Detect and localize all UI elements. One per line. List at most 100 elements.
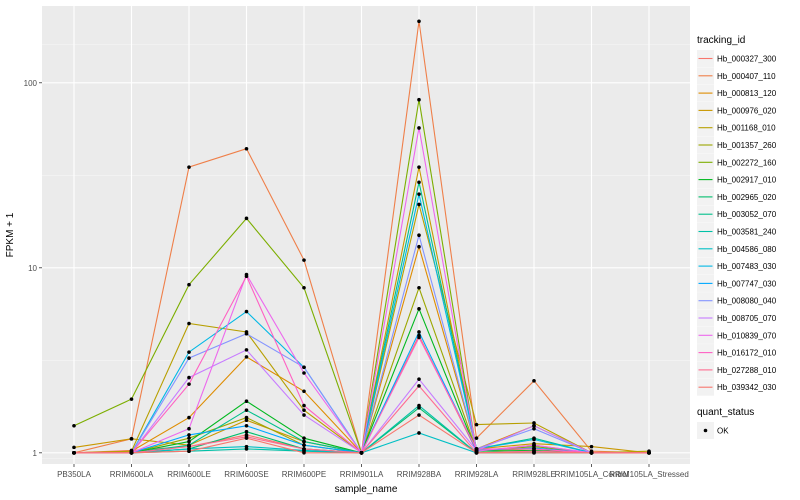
data-point	[302, 285, 306, 290]
legend-label: Hb_010839_070	[717, 331, 777, 340]
x-tick-label: RRIM600PE	[282, 470, 326, 479]
data-point	[417, 330, 421, 334]
data-point	[244, 216, 249, 221]
data-point	[474, 447, 479, 451]
data-point	[129, 397, 134, 401]
legend-label: Hb_001168_010	[717, 124, 776, 133]
data-point	[244, 146, 249, 151]
x-tick-label: RRIM600LE	[167, 470, 211, 479]
data-point	[302, 447, 306, 451]
data-point	[72, 451, 76, 455]
data-point	[187, 350, 191, 354]
data-point	[302, 403, 306, 408]
legend-label: Hb_000407_110	[717, 72, 776, 81]
data-point	[302, 413, 306, 417]
legend-items: Hb_000327_300 Hb_000407_110 Hb_000813_120 H…	[697, 50, 777, 396]
data-point	[187, 375, 191, 380]
data-point	[532, 423, 536, 428]
x-tick-label: RRIM105LA_Control	[555, 470, 629, 479]
legend: tracking_id Hb_000327_300Hb_000407_110Hb…	[697, 35, 777, 439]
data-point	[302, 443, 306, 447]
legend-label: Hb_039342_030	[717, 383, 777, 392]
plot-panel	[42, 6, 690, 464]
y-tick-label: 10	[28, 264, 37, 273]
data-point	[417, 126, 421, 130]
legend-label: Hb_000976_020	[717, 106, 777, 115]
x-tick-label: RRIM600LA	[110, 470, 154, 479]
data-point	[302, 408, 306, 412]
data-point	[302, 258, 306, 262]
data-point	[187, 439, 191, 444]
data-point	[244, 399, 249, 404]
data-point	[647, 451, 651, 455]
quant-status-title: quant_status	[697, 407, 754, 418]
data-point	[417, 180, 421, 185]
data-point	[187, 356, 191, 360]
data-point	[417, 403, 421, 408]
x-tick-label: RRIM105LA_Stressed	[609, 470, 689, 479]
data-point	[244, 415, 249, 420]
data-point	[532, 426, 536, 431]
data-point	[187, 444, 191, 449]
y-tick-label: 1	[33, 449, 38, 458]
data-point	[187, 449, 191, 454]
data-point	[302, 371, 306, 375]
data-point	[532, 437, 536, 442]
data-point	[302, 365, 306, 370]
data-point	[417, 285, 421, 290]
data-point	[129, 437, 134, 441]
data-point	[417, 377, 421, 381]
data-point	[187, 321, 191, 326]
data-point	[474, 436, 479, 440]
x-axis-title: sample_name	[335, 484, 398, 495]
x-tick-label: PB350LA	[57, 470, 91, 479]
legend-label: Hb_008080_040	[717, 297, 777, 306]
y-tick-label: 100	[24, 79, 38, 88]
data-point	[589, 444, 594, 449]
data-point	[302, 439, 306, 444]
data-point	[187, 433, 191, 437]
data-point	[244, 274, 249, 279]
data-point	[417, 165, 421, 169]
data-point	[417, 384, 421, 388]
legend-label: Hb_002965_020	[717, 193, 777, 202]
legend-label: Hb_027288_010	[717, 366, 777, 375]
x-tick-label: RRIM901LA	[340, 470, 384, 479]
legend-label: Hb_002917_010	[717, 176, 777, 185]
data-point	[532, 451, 536, 455]
data-point	[187, 426, 191, 431]
data-point	[187, 415, 191, 420]
data-point	[72, 423, 76, 428]
data-point	[302, 389, 306, 394]
x-tick-label: RRIM600SE	[224, 470, 268, 479]
data-point	[244, 429, 249, 434]
data-point	[244, 309, 249, 314]
data-point	[244, 444, 249, 449]
data-point	[532, 379, 536, 383]
data-point	[244, 348, 249, 352]
legend-label: Hb_002272_160	[717, 158, 777, 167]
data-points	[72, 19, 651, 455]
data-point	[244, 408, 249, 412]
legend-label: Hb_001357_260	[717, 141, 777, 150]
data-point	[187, 382, 191, 386]
data-point	[244, 418, 249, 423]
x-tick-label: RRIM928LE	[512, 470, 556, 479]
data-point	[417, 431, 421, 435]
data-point	[359, 451, 364, 455]
y-axis-title: FPKM + 1	[5, 212, 16, 257]
data-point	[244, 355, 249, 359]
data-point	[244, 423, 249, 428]
data-point	[417, 97, 421, 102]
legend-label: Hb_003052_070	[717, 210, 777, 219]
data-point	[474, 451, 479, 455]
data-point	[244, 331, 249, 336]
x-tick-label: RRIM928BA	[397, 470, 442, 479]
data-point	[417, 202, 421, 207]
data-point	[302, 451, 306, 455]
data-point	[417, 335, 421, 340]
data-point	[532, 421, 536, 425]
legend-label: Hb_007483_030	[717, 262, 777, 271]
quant-status-label: OK	[717, 427, 729, 436]
data-point	[187, 436, 191, 440]
